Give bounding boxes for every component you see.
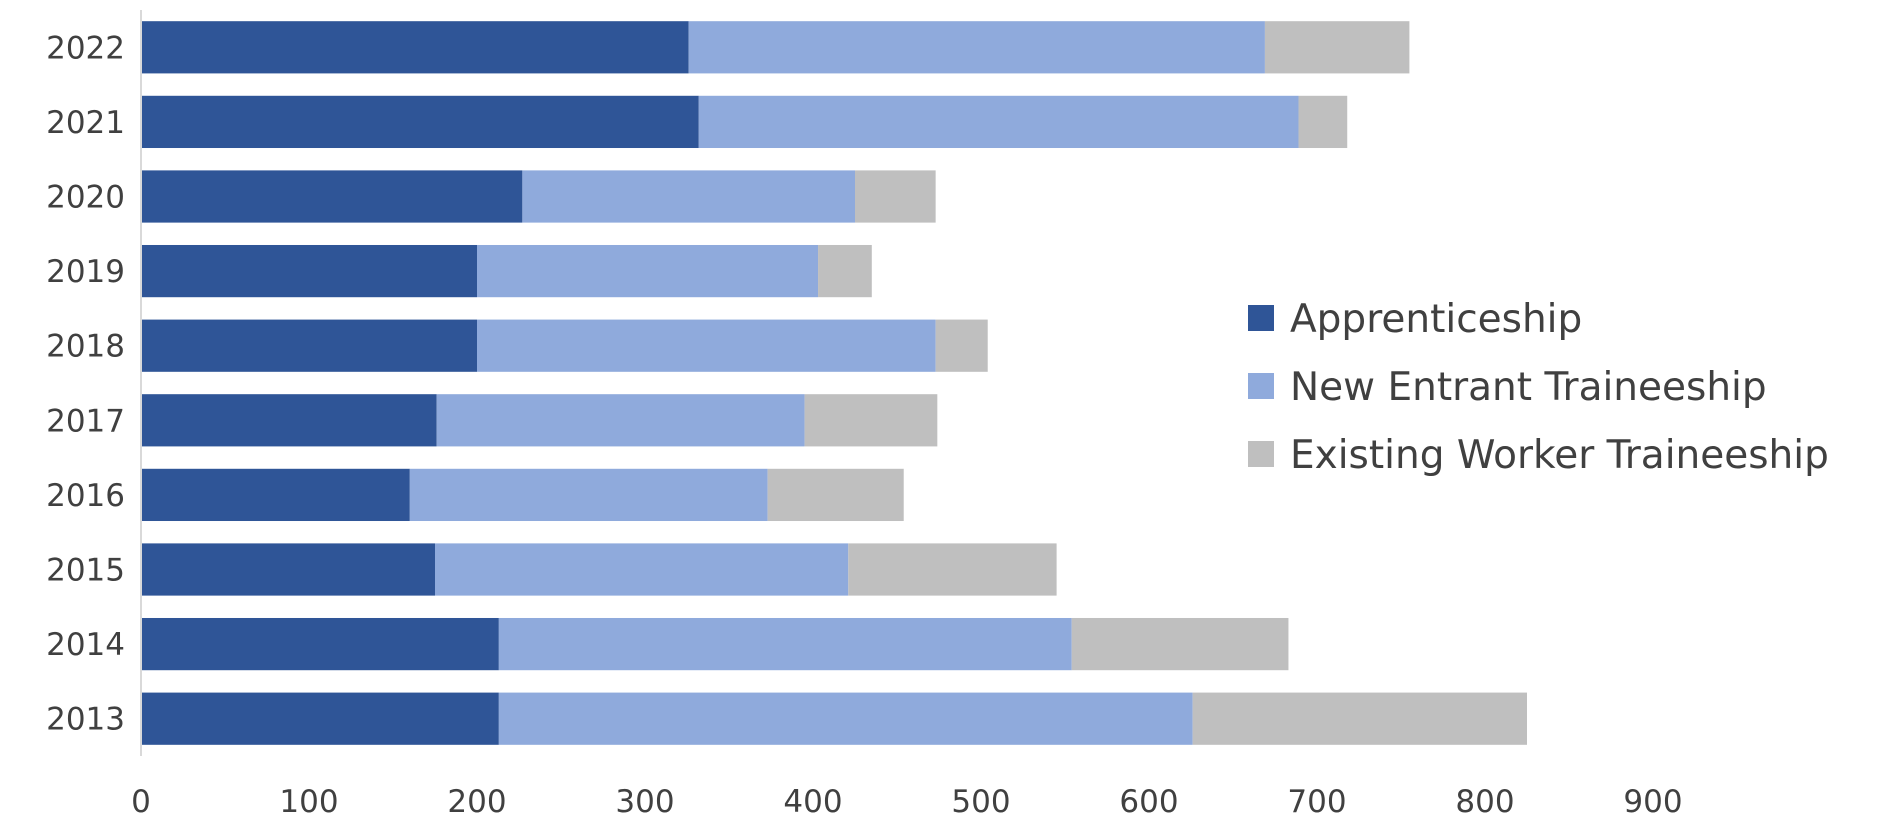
x-tick-label: 800 (1455, 784, 1514, 820)
bar-2014-series-1 (498, 617, 1072, 671)
bar-2016-series-0 (141, 468, 410, 522)
bar-2019-series-2 (818, 244, 872, 298)
y-tick-label: 2020 (46, 180, 125, 216)
legend-swatch (1248, 305, 1274, 331)
y-axis-tick-labels: 2022 2021 2020 2019 2018 2017 2016 2015 2014 2013 (46, 30, 125, 737)
x-tick-label: 600 (1119, 784, 1178, 820)
bar-2019-series-0 (141, 244, 477, 298)
bar-2022-series-0 (141, 21, 689, 74)
bar-2019-series-1 (477, 244, 819, 298)
bar-2022-series-1 (688, 21, 1265, 74)
bar-2013-series-0 (141, 692, 499, 745)
x-tick-label: 200 (447, 784, 506, 820)
x-tick-label: 0 (131, 784, 151, 820)
bar-2016-series-1 (409, 468, 768, 522)
y-tick-label: 2017 (46, 403, 125, 439)
y-tick-label: 2022 (46, 30, 125, 66)
bar-2015-series-0 (141, 543, 435, 596)
bar-2015-series-2 (848, 543, 1057, 596)
bar-2020-series-0 (141, 170, 523, 223)
x-tick-label: 100 (279, 784, 338, 820)
x-tick-label: 500 (951, 784, 1010, 820)
y-tick-label: 2018 (46, 329, 125, 365)
bar-2013-series-1 (498, 692, 1193, 745)
bar-2022-series-2 (1264, 21, 1410, 74)
x-tick-label: 700 (1287, 784, 1346, 820)
bar-2021-series-2 (1298, 95, 1348, 149)
bar-2017-series-1 (436, 394, 805, 447)
x-tick-label: 900 (1623, 784, 1682, 820)
legend-label: New Entrant Traineeship (1290, 365, 1767, 410)
bar-2017-series-0 (141, 394, 437, 447)
bars-group (141, 21, 1527, 745)
legend: Apprenticeship New Entrant Traineeship Exi… (1248, 297, 1829, 478)
legend-label: Apprenticeship (1290, 297, 1582, 342)
bar-2014-series-2 (1071, 617, 1289, 671)
bar-2021-series-0 (141, 95, 699, 149)
bar-2020-series-2 (855, 170, 936, 223)
bar-2020-series-1 (522, 170, 855, 223)
bar-2021-series-1 (698, 95, 1299, 149)
x-axis-tick-labels: 0 100 200 300 400 500 600 700 800 900 (131, 784, 1682, 820)
bar-2013-series-2 (1192, 692, 1527, 745)
bar-2014-series-0 (141, 617, 499, 671)
y-tick-label: 2016 (46, 478, 125, 514)
bar-2015-series-1 (435, 543, 849, 596)
y-tick-label: 2021 (46, 105, 125, 141)
y-tick-label: 2014 (46, 627, 125, 663)
legend-swatch (1248, 441, 1274, 467)
x-tick-label: 300 (615, 784, 674, 820)
y-tick-label: 2015 (46, 553, 125, 589)
bar-2017-series-2 (804, 394, 938, 447)
bar-2016-series-2 (767, 468, 904, 522)
y-tick-label: 2013 (46, 702, 125, 738)
x-tick-label: 400 (783, 784, 842, 820)
bar-2018-series-2 (935, 319, 988, 372)
legend-swatch (1248, 373, 1274, 399)
y-tick-label: 2019 (46, 254, 125, 290)
bar-2018-series-0 (141, 319, 477, 372)
legend-label: Existing Worker Traineeship (1290, 433, 1829, 478)
bar-2018-series-1 (477, 319, 936, 372)
